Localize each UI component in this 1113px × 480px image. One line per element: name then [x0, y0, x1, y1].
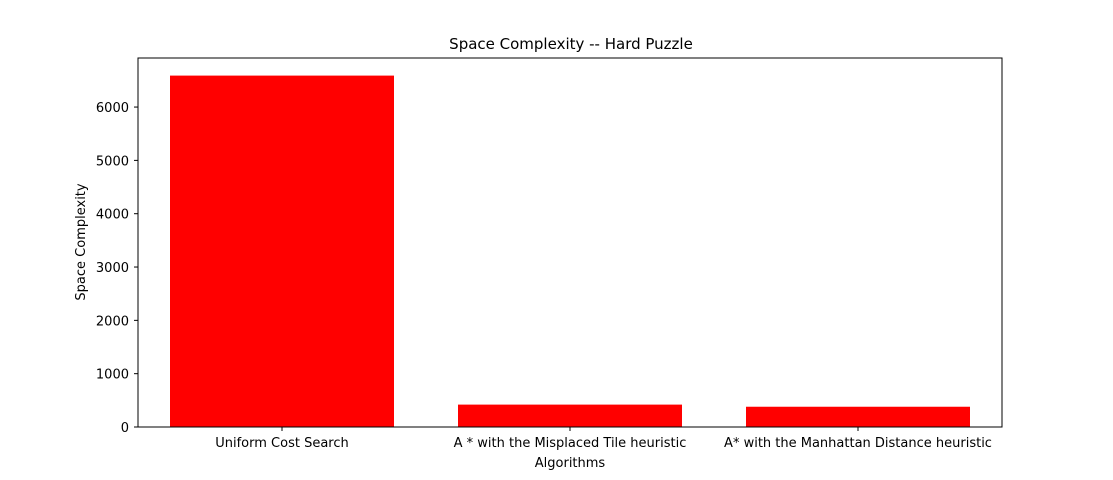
x-axis-ticks: Uniform Cost Search A * with the Misplace… — [215, 427, 992, 451]
y-axis-label: Space Complexity — [74, 183, 89, 300]
y-tick-label: 3000 — [96, 261, 129, 276]
x-axis-label: Algorithms — [535, 456, 606, 471]
y-tick-label: 1000 — [96, 368, 129, 383]
x-tick-label: Uniform Cost Search — [215, 436, 349, 451]
bar-3 — [746, 406, 970, 427]
y-tick-label: 4000 — [96, 208, 129, 223]
y-axis-ticks: 0 1000 2000 3000 4000 5000 6000 — [96, 101, 138, 436]
x-tick-label: A* with the Manhattan Distance heuristic — [724, 436, 992, 451]
bar-2 — [458, 404, 682, 427]
y-tick-label: 2000 — [96, 314, 129, 329]
y-tick-label: 0 — [121, 421, 129, 436]
x-tick-label: A * with the Misplaced Tile heuristic — [454, 436, 687, 451]
bar-1 — [170, 75, 394, 428]
y-tick-label: 6000 — [96, 101, 129, 116]
y-tick-label: 5000 — [96, 154, 129, 169]
bars-layer — [170, 75, 970, 428]
chart-title: Space Complexity -- Hard Puzzle — [449, 35, 693, 53]
